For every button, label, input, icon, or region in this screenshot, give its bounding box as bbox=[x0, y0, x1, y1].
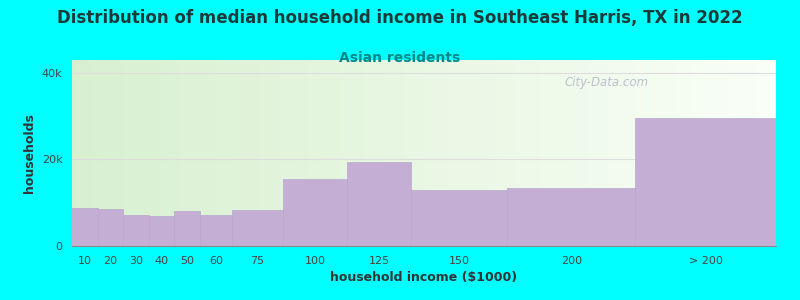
Bar bbox=[411, 190, 507, 246]
Bar bbox=[507, 188, 635, 246]
Bar bbox=[200, 215, 232, 246]
Y-axis label: households: households bbox=[23, 113, 36, 193]
X-axis label: household income ($1000): household income ($1000) bbox=[330, 271, 518, 284]
Bar bbox=[149, 216, 174, 246]
Bar bbox=[635, 118, 776, 246]
Bar bbox=[123, 215, 149, 246]
Bar bbox=[72, 208, 98, 246]
Bar bbox=[98, 209, 123, 246]
Bar bbox=[232, 210, 283, 246]
Bar bbox=[283, 179, 347, 246]
Text: City-Data.com: City-Data.com bbox=[565, 76, 649, 89]
Text: Asian residents: Asian residents bbox=[339, 51, 461, 65]
Bar bbox=[347, 162, 411, 246]
Text: Distribution of median household income in Southeast Harris, TX in 2022: Distribution of median household income … bbox=[57, 9, 743, 27]
Bar bbox=[174, 212, 200, 246]
